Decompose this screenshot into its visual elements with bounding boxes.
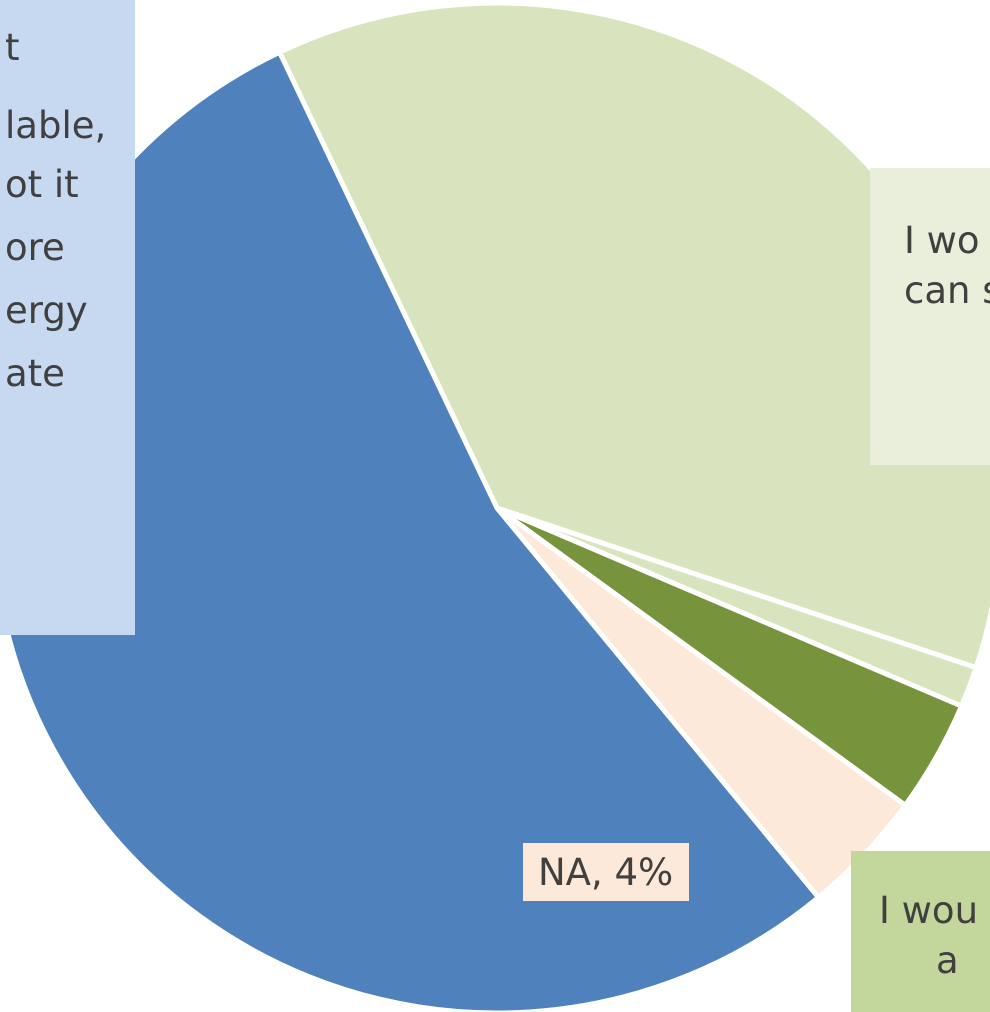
label-blue-line-3: ot it (5, 163, 79, 206)
label-green-dark: I wou a (851, 851, 990, 1012)
label-blue-line-2: lable, (5, 104, 106, 147)
label-green-large-box (870, 168, 990, 465)
label-blue-box (0, 0, 135, 635)
label-green-large-line-1: I wo (904, 219, 980, 262)
label-na: NA, 4% (523, 843, 689, 901)
label-green-dark-box (851, 851, 990, 1012)
label-blue-line-6: ate (5, 352, 65, 395)
label-blue-line-0: ne (5, 0, 51, 1)
label-green-large-line-2: can s (904, 269, 990, 312)
label-blue-line-4: ore (5, 226, 65, 269)
label-blue-line-1: t (5, 26, 20, 69)
label-blue-line-5: ergy (5, 289, 88, 332)
pie-slice-green-large (277, 0, 990, 671)
label-na-text: NA, 4% (538, 851, 673, 894)
label-green-dark-line-2: a (936, 939, 959, 982)
label-blue: ne t lable, ot it ore ergy ate (0, 0, 135, 635)
label-green-dark-line-1: I wou (879, 889, 978, 932)
label-na-box (523, 843, 689, 901)
label-green-large: I wo can s (870, 168, 990, 465)
